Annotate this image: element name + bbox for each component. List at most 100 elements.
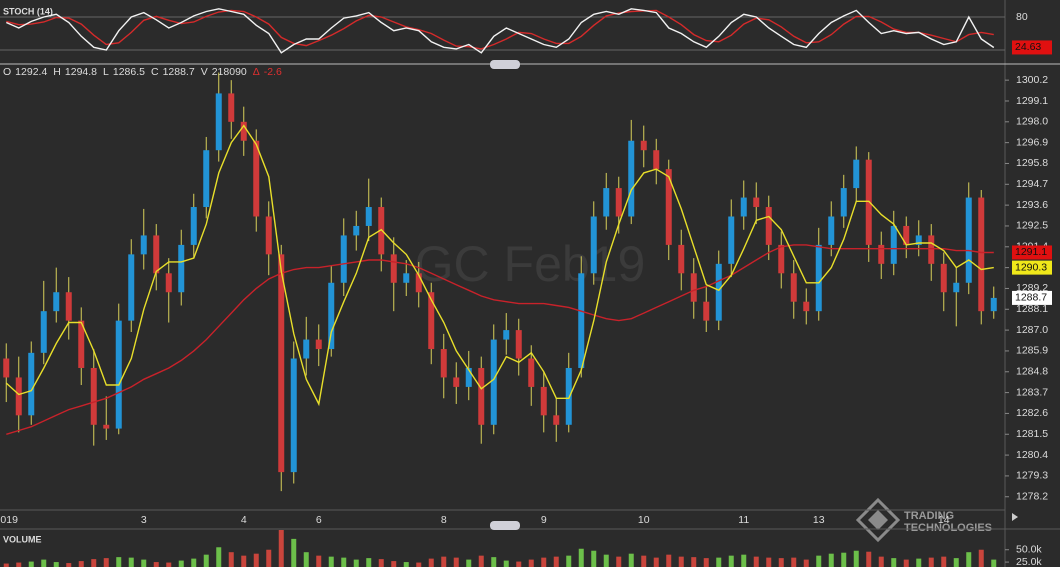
candle-body <box>790 273 797 302</box>
candle-body <box>428 292 435 350</box>
scroll-handle[interactable] <box>490 60 520 69</box>
volume-bar <box>491 557 497 567</box>
volume-bar <box>641 555 647 567</box>
candle-body <box>103 424 110 429</box>
candle-body <box>815 244 822 312</box>
candle-body <box>290 358 297 473</box>
volume-bar <box>928 557 934 567</box>
quote-value: 1286.5 <box>113 66 145 78</box>
candle-body <box>353 225 360 236</box>
volume-bar <box>478 555 484 567</box>
volume-bar <box>116 557 122 567</box>
candle-body <box>465 367 472 387</box>
quote-key: H <box>53 66 61 78</box>
volume-bar <box>453 557 459 567</box>
volume-bar <box>828 553 834 567</box>
candle-body <box>515 330 522 359</box>
x-tick-label: 8 <box>441 514 447 526</box>
volume-bar <box>628 553 634 567</box>
volume-bar <box>278 530 284 567</box>
candle-body <box>940 263 947 293</box>
volume-bar <box>678 556 684 567</box>
scroll-arrow[interactable] <box>1012 513 1018 521</box>
volume-bar <box>191 558 197 567</box>
logo-text: TECHNOLOGIES <box>904 522 992 534</box>
logo-text: TRADING <box>904 510 954 522</box>
candle-body <box>703 301 710 321</box>
volume-bar <box>153 562 159 567</box>
candle-body <box>728 216 735 264</box>
scroll-handle[interactable] <box>490 521 520 530</box>
volume-bar <box>441 556 447 567</box>
candle-body <box>778 244 785 274</box>
volume-bar <box>853 550 859 567</box>
volume-bar <box>753 556 759 567</box>
volume-bar <box>3 563 9 567</box>
volume-bar <box>516 561 522 567</box>
candle-body <box>628 140 635 217</box>
volume-bar <box>741 554 747 567</box>
price-marker <box>1012 40 1052 55</box>
y-tick-label: 1300.2 <box>1016 74 1048 86</box>
volume-bar <box>16 562 22 567</box>
volume-bar <box>178 560 184 567</box>
stoch-line <box>6 8 995 54</box>
candle-body <box>753 197 760 208</box>
price-marker <box>1012 290 1052 305</box>
candle-body <box>590 216 597 274</box>
volume-bar <box>916 558 922 567</box>
volume-bar <box>391 561 397 567</box>
candle-body <box>715 263 722 321</box>
candle-body <box>740 197 747 217</box>
candle-body <box>665 169 672 245</box>
volume-bar <box>578 548 584 567</box>
candle-body <box>553 415 560 425</box>
volume-bar <box>803 559 809 567</box>
panel-title: VOLUME <box>3 534 42 544</box>
volume-bar <box>766 557 772 567</box>
candle-body <box>240 121 247 141</box>
x-tick-label: 11 <box>738 514 749 526</box>
candle-body <box>215 93 222 151</box>
candle-body <box>690 273 697 302</box>
candle-body <box>540 386 547 416</box>
x-tick-label: 10 <box>638 514 650 526</box>
logo-mark <box>868 510 888 530</box>
volume-bar <box>466 559 472 567</box>
volume-bar <box>966 552 972 567</box>
y-tick-label: 1282.6 <box>1016 407 1048 419</box>
candle-body <box>403 273 410 283</box>
watermark: GC Feb19 <box>415 236 646 292</box>
volume-bar <box>216 547 222 567</box>
quote-value: -2.6 <box>264 66 282 78</box>
volume-bar <box>403 562 409 567</box>
volume-bar <box>866 551 872 567</box>
volume-bar <box>778 558 784 567</box>
candle-body <box>615 188 622 217</box>
panel-title: STOCH (14) <box>3 6 53 16</box>
volume-bar <box>816 555 822 567</box>
candle-body <box>653 150 660 170</box>
price-marker <box>1012 260 1052 275</box>
candle-body <box>315 339 322 350</box>
volume-bar <box>241 555 247 567</box>
quote-key: O <box>3 66 11 78</box>
quote-header: O 1292.4 H 1294.8 L 1286.5 C 1288.7 V 218090 Δ -2.6 <box>3 66 282 78</box>
volume-bar <box>978 549 984 567</box>
volume-bar <box>291 538 297 567</box>
volume-bar <box>203 554 209 567</box>
volume-bar <box>378 559 384 567</box>
candle-body <box>40 311 47 353</box>
volume-bar <box>941 556 947 567</box>
candle-body <box>178 244 185 293</box>
candle-body <box>765 207 772 245</box>
candle-body <box>65 292 72 321</box>
volume-bar <box>266 549 272 567</box>
volume-bar <box>353 559 359 567</box>
y-tick-label: 1288.1 <box>1016 303 1048 315</box>
volume-bar <box>878 556 884 567</box>
volume-bar <box>603 554 609 567</box>
candle-body <box>265 216 272 255</box>
